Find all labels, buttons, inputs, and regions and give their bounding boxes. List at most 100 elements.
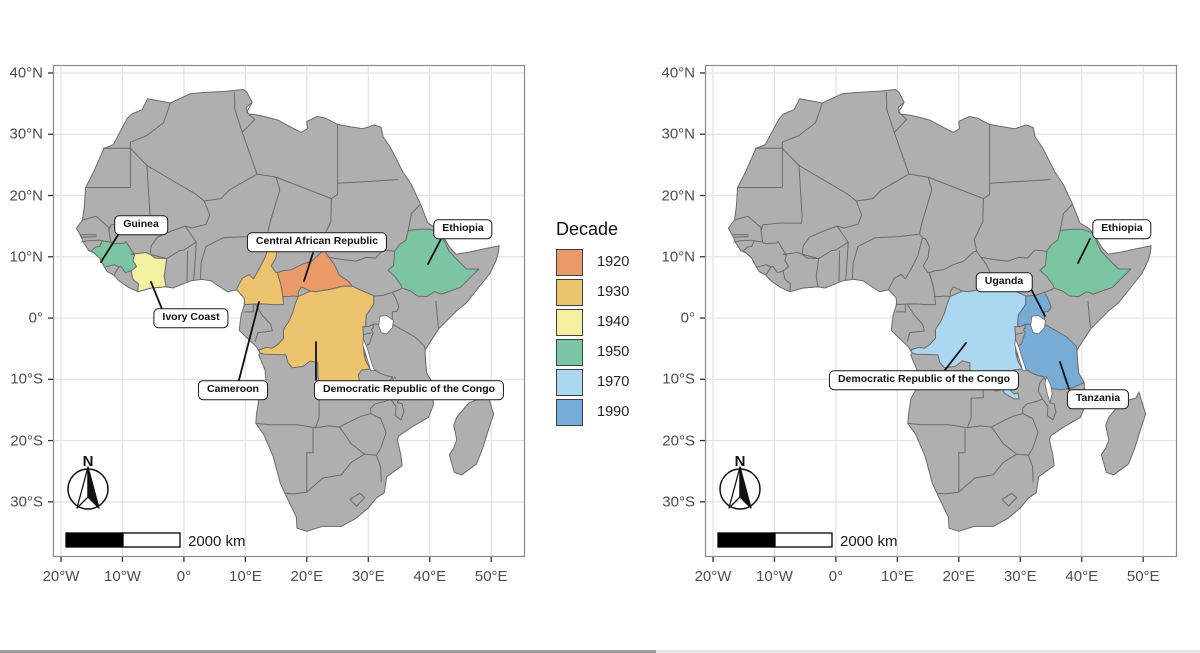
map-decades-1920-1950-svg: N 2000 km	[48, 64, 526, 562]
madagascar	[448, 390, 495, 476]
country-border-line	[1001, 492, 1018, 507]
country-label-uganda: Uganda	[975, 272, 1033, 292]
label-leader-line	[427, 238, 442, 265]
country-border-line	[836, 200, 863, 229]
country-border-line	[966, 386, 984, 428]
country-border-line	[1059, 203, 1073, 231]
country-ethiopia	[1039, 228, 1132, 298]
country-border-line	[85, 148, 131, 188]
country-border-line	[919, 176, 933, 235]
country-border-line	[734, 215, 762, 231]
north-arrow: N	[719, 453, 761, 510]
country-border-line	[108, 230, 112, 243]
label-leader-line	[238, 301, 260, 381]
country-border-line	[1015, 332, 1024, 336]
x-axis-tick-label: 0°	[828, 568, 844, 585]
country-border-line	[267, 176, 281, 235]
country-ivory-coast	[130, 252, 168, 293]
country-label-central-african-republic: Central African Republic	[246, 232, 388, 252]
country-border-line	[82, 215, 110, 231]
country-border-line	[801, 225, 849, 260]
country-border-line	[737, 148, 783, 188]
country-border-line	[760, 230, 764, 243]
country-border-line	[973, 198, 984, 252]
y-axis-tick-label: 10°S	[10, 370, 43, 388]
panel-border	[704, 64, 1178, 558]
country-border-line	[285, 491, 307, 495]
country-border-line	[754, 102, 823, 149]
country-border-line	[375, 455, 382, 483]
legend-swatch-1990	[556, 398, 583, 426]
country-border-line	[363, 332, 372, 336]
x-axis-tick-label: 10°E	[229, 568, 262, 585]
map-panel-left: N 2000 km	[48, 64, 526, 562]
x-axis-tick-label: 40°E	[413, 568, 447, 585]
legend-item-1920: 1920	[556, 248, 629, 276]
country-border-line	[838, 250, 841, 282]
x-axis-tick-label: 30°E	[1003, 568, 1037, 585]
country-border-line	[200, 246, 207, 279]
country-border-line	[339, 413, 371, 428]
country-border-line	[146, 165, 205, 202]
lake	[1014, 338, 1027, 372]
x-axis-tick-label: 10°W	[104, 568, 141, 585]
country-border-line	[306, 453, 365, 493]
country-border-line	[149, 225, 197, 260]
scale-bar-label: 2000 km	[840, 533, 898, 550]
north-label: N	[735, 453, 746, 470]
country-border-line	[733, 236, 749, 238]
scale-bar-empty-segment	[774, 532, 833, 548]
country-label-tanzania: Tanzania	[1066, 389, 1130, 409]
legend-item-1930: 1930	[556, 278, 629, 306]
country-border-line	[919, 233, 923, 239]
country-border-line	[1027, 455, 1034, 483]
x-axis-tick-label: 50°E	[474, 568, 508, 585]
lake	[378, 315, 394, 335]
country-border-line	[184, 200, 211, 229]
country-border-line	[306, 428, 314, 493]
country-border-line	[254, 303, 273, 343]
country-border-line	[937, 491, 959, 495]
legend-label: 1970	[597, 374, 630, 390]
y-axis-tick-label: 0°	[680, 309, 695, 327]
y-axis-tick-label: 20°N	[661, 187, 695, 204]
country-border-line	[338, 426, 365, 455]
map-decades-1970-1990-svg: N 2000 km	[700, 64, 1178, 562]
legend-item-1950: 1950	[556, 338, 629, 366]
x-axis-tick-label: 20°W	[694, 568, 732, 585]
scale-bar: 2000 km	[717, 532, 898, 550]
country-border-line	[370, 398, 391, 414]
y-axis-tick-label: 20°N	[9, 187, 43, 204]
legend-item-1970: 1970	[556, 368, 630, 396]
north-arrow: N	[67, 453, 109, 510]
country-border-line	[906, 303, 925, 343]
y-axis-tick-label: 40°N	[661, 64, 695, 82]
scale-bar-filled-segment	[717, 532, 776, 548]
x-axis-tick-label: 30°E	[351, 568, 385, 585]
country-cameroon	[888, 237, 936, 306]
country-cameroon	[236, 237, 284, 306]
country-border-line	[991, 413, 1023, 428]
decade-legend: Decade 1920 1930 1940 1950 1970 1990	[556, 219, 629, 429]
lake	[362, 338, 375, 372]
country-ivory-coast	[782, 252, 820, 293]
video-progress-fill	[0, 650, 656, 653]
country-border-line	[337, 179, 399, 184]
x-axis-tick-label: 50°E	[1126, 568, 1160, 585]
country-border-line	[81, 239, 103, 243]
country-border-line	[407, 203, 421, 231]
legend-swatch-1920	[556, 248, 583, 276]
country-border-line	[958, 428, 966, 493]
y-axis-tick-label: 10°N	[661, 248, 695, 266]
country-label-ethiopia: Ethiopia	[1092, 219, 1152, 239]
country-border-line	[733, 239, 755, 243]
video-progress-track[interactable]	[0, 650, 1200, 653]
label-leader-line	[1077, 238, 1091, 264]
country-border-line	[204, 173, 258, 202]
country-label-guinea: Guinea	[114, 215, 168, 235]
country-central-african-republic	[276, 250, 353, 298]
country-label-ethiopia: Ethiopia	[433, 219, 493, 239]
country-border-line	[186, 250, 189, 282]
x-axis-tick-label: 20°E	[290, 568, 324, 585]
